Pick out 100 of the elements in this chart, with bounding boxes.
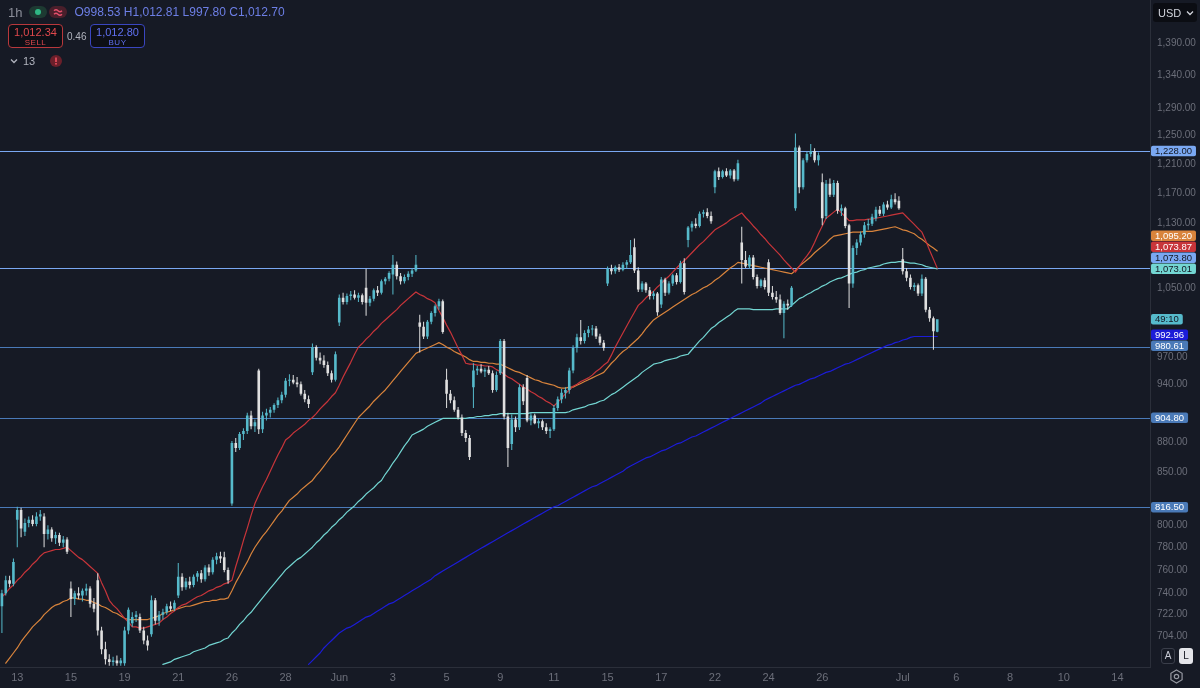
candlestick — [15, 506, 19, 548]
candlestick — [8, 575, 11, 588]
x-tick-label: 6 — [953, 670, 960, 683]
y-tick-label: 1,050.00 — [1157, 281, 1197, 293]
y-tick-label: 1,170.00 — [1157, 187, 1197, 199]
x-tick-label: 3 — [389, 670, 396, 683]
candlestick — [579, 319, 583, 345]
candlestick — [740, 226, 744, 284]
y-tick-label: 1,210.00 — [1157, 157, 1197, 169]
text: 1,073.01 — [1155, 262, 1192, 274]
candlestick — [587, 325, 590, 338]
x-tick-label: 26 — [225, 670, 239, 683]
x-tick-label: 10 — [1057, 670, 1070, 683]
candlestick — [863, 222, 866, 238]
x-tick-label: 19 — [118, 670, 131, 683]
candlestick — [905, 268, 908, 282]
toggle-button[interactable]: L — [1179, 648, 1193, 664]
candlestick — [81, 588, 84, 602]
candlestick — [475, 365, 479, 376]
x-tick-label: 24 — [762, 670, 775, 683]
ref-line-label: 904.80 — [1155, 411, 1185, 423]
sell-button[interactable]: 1,012.34 SELL — [8, 24, 63, 48]
annotation: 13 — [23, 55, 36, 67]
y-tick-label: 1,250.00 — [1157, 129, 1197, 141]
text: 992.96 — [1155, 328, 1185, 340]
y-tick-label: 850.00 — [1157, 465, 1189, 477]
candlestick — [728, 169, 732, 179]
ref-line-label: 1,073.80 — [1155, 251, 1192, 263]
candlestick — [418, 314, 422, 353]
candlestick — [242, 428, 245, 440]
buy-button[interactable]: 1,012.80 BUY — [90, 24, 145, 48]
candlestick — [61, 536, 65, 548]
candlestick — [330, 370, 333, 383]
y-tick-label: 970.00 — [1157, 350, 1189, 362]
currency-dropdown[interactable]: USD — [1153, 3, 1197, 22]
candlestick — [912, 282, 916, 292]
annotation: 49:10 — [1155, 313, 1179, 325]
x-tick-label: 5 — [443, 670, 450, 683]
y-tick-label: 800.00 — [1157, 518, 1189, 530]
candlestick — [349, 291, 353, 301]
y-tick-label: 1,290.00 — [1157, 101, 1197, 113]
x-tick-label: 13 — [11, 670, 24, 683]
candlestick — [725, 168, 728, 178]
x-tick-label: 17 — [655, 670, 668, 683]
annotation: BUY — [107, 38, 128, 47]
candlestick — [705, 208, 709, 219]
candlestick — [544, 423, 548, 435]
y-tick-label: 740.00 — [1157, 586, 1189, 598]
y-tick-label: 704.00 — [1157, 630, 1189, 642]
y-tick-label: 1,340.00 — [1157, 68, 1197, 80]
x-tick-label: 8 — [1007, 670, 1014, 683]
y-tick-label: 1,130.00 — [1157, 217, 1197, 229]
ref-line-label: 1,228.00 — [1155, 145, 1192, 157]
candlestick — [84, 583, 88, 596]
y-tick-label: 880.00 — [1157, 435, 1189, 447]
candlestick — [169, 601, 172, 612]
y-tick-label: 1,390.00 — [1157, 36, 1197, 48]
candlestick — [196, 571, 199, 582]
candlestick — [855, 239, 859, 256]
candlestick — [702, 209, 705, 218]
annotation: SELL — [23, 38, 48, 47]
candlestick — [625, 259, 629, 269]
x-tick-label: 9 — [497, 670, 504, 683]
annotation: 1,012.34 — [13, 26, 58, 38]
candlestick — [537, 418, 540, 429]
toggle-button[interactable]: A — [1161, 648, 1175, 664]
candlestick — [840, 204, 843, 216]
x-tick-label: 26 — [816, 670, 829, 683]
y-tick-label: 940.00 — [1157, 378, 1189, 390]
candlestick — [932, 316, 935, 350]
y-tick-label: 760.00 — [1157, 563, 1189, 575]
x-tick-label: 21 — [172, 670, 185, 683]
candlestick — [590, 325, 594, 336]
ref-line-label: 980.61 — [1155, 339, 1185, 351]
candlestick — [291, 375, 295, 385]
x-tick-label: Jun — [330, 670, 349, 683]
chart-subtitle: O998.53 H1,012.81 L997.80 C1,012.70 — [74, 5, 285, 19]
candlestick — [878, 206, 882, 216]
candlestick — [107, 654, 111, 666]
ref-line-label: 816.50 — [1155, 501, 1185, 513]
candlestick — [357, 292, 360, 303]
x-tick-label: 22 — [708, 670, 722, 683]
chart-title: 1h — [8, 4, 23, 20]
x-tick-label: 11 — [548, 670, 560, 683]
y-tick-label: 722.00 — [1157, 608, 1189, 620]
annotation: 0.46 — [67, 31, 87, 42]
candlestick — [353, 290, 356, 300]
y-axis-title: USD — [1158, 6, 1182, 19]
candlestick — [77, 587, 80, 600]
candlestick — [376, 286, 379, 297]
x-tick-label: Jul — [895, 670, 910, 683]
candlestick — [188, 576, 192, 589]
candlestick — [288, 374, 291, 387]
text: 1,073.87 — [1155, 240, 1192, 252]
x-tick-label: 15 — [64, 670, 78, 683]
text: 1,095.20 — [1155, 229, 1192, 241]
annotation: 1,012.80 — [95, 26, 140, 38]
candlestick — [38, 509, 42, 521]
y-tick-label: 780.00 — [1157, 540, 1189, 552]
x-tick-label: 15 — [601, 670, 614, 683]
